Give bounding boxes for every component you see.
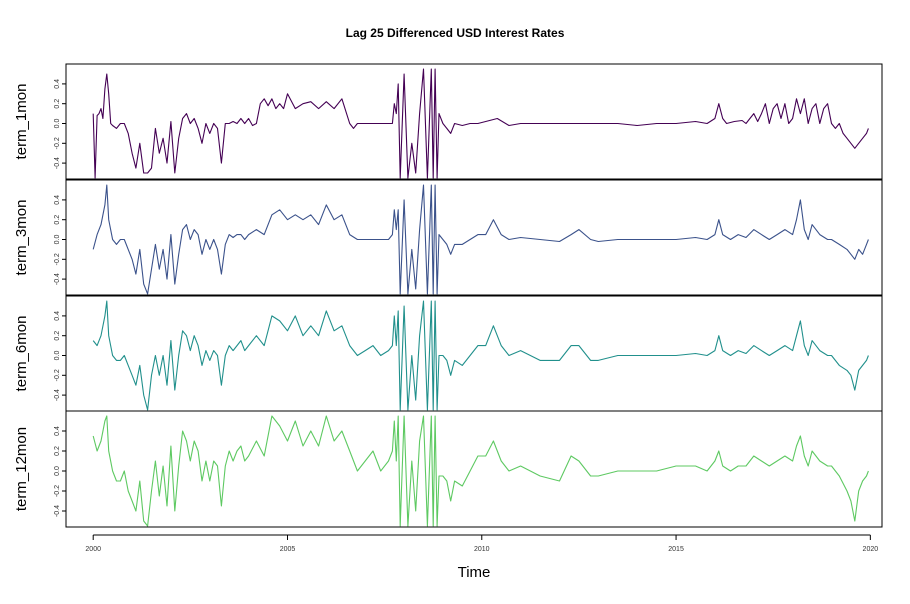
series-line-term_3mon	[92, 184, 869, 295]
chart-panels: -0.4 -0.2 0.0 0.2 0.4 term_1mon -0.4 -0.2 0.0 0.2…	[13, 63, 883, 528]
y-tick-label: -0.4	[54, 389, 61, 401]
panel-term_3mon: -0.4 -0.2 0.0 0.2 0.4 term_3mon	[13, 179, 883, 296]
y-tick-label: 0.4	[54, 426, 61, 436]
panel-frame	[65, 410, 883, 528]
chart-title: Lag 25 Differenced USD Interest Rates	[346, 26, 565, 40]
y-tick-label: -0.4	[54, 157, 61, 169]
panel-frame	[65, 63, 883, 180]
panel-term_1mon: -0.4 -0.2 0.0 0.2 0.4 term_1mon	[13, 63, 883, 180]
panel-term_12mon: -0.4 -0.2 0.0 0.2 0.4 term_12mon	[13, 410, 883, 528]
y-tick-label: 0.2	[54, 99, 61, 109]
y-tick-label: -0.4	[54, 505, 61, 517]
y-tick-label: -0.2	[54, 137, 61, 149]
y-tick-label: 0.4	[54, 311, 61, 321]
y-tick-label: 0.2	[54, 446, 61, 456]
x-tick-label: 2000	[85, 546, 101, 553]
x-axis-label: Time	[458, 564, 491, 581]
y-tick-label: 0.0	[54, 119, 61, 129]
series-line-term_12mon	[92, 415, 869, 527]
panel-label-term_6mon: term_6mon	[13, 316, 30, 392]
y-tick-label: 0.0	[54, 466, 61, 476]
y-tick-label: 0.0	[54, 235, 61, 245]
x-tick-label: 2005	[280, 546, 296, 553]
series-line-term_1mon	[92, 68, 869, 179]
y-tick-label: 0.2	[54, 331, 61, 341]
y-tick-label: 0.2	[54, 215, 61, 225]
y-tick-label: -0.2	[54, 485, 61, 497]
x-tick-label: 2010	[474, 546, 490, 553]
y-tick-label: 0.0	[54, 351, 61, 361]
y-tick-label: 0.4	[54, 79, 61, 89]
y-tick-label: 0.4	[54, 195, 61, 205]
x-tick-label: 2020	[863, 546, 879, 553]
panel-frame	[65, 179, 883, 296]
x-axis: 2000 2005 2010 2015 2020	[85, 534, 879, 553]
series-line-term_6mon	[92, 300, 869, 411]
x-tick-label: 2015	[668, 546, 684, 553]
panel-label-term_3mon: term_3mon	[13, 200, 30, 276]
y-tick-label: -0.2	[54, 253, 61, 265]
y-tick-label: -0.4	[54, 273, 61, 285]
panel-label-term_12mon: term_12mon	[13, 427, 30, 511]
panel-label-term_1mon: term_1mon	[13, 84, 30, 160]
y-tick-label: -0.2	[54, 369, 61, 381]
panel-term_6mon: -0.4 -0.2 0.0 0.2 0.4 term_6mon	[13, 295, 883, 412]
